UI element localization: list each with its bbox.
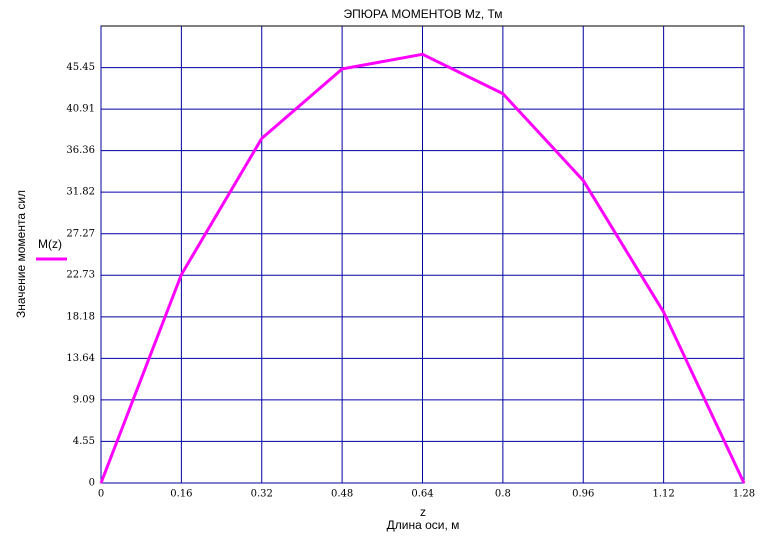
- x-tick-label: 0.64: [411, 489, 433, 500]
- y-tick-label: 9.09: [73, 394, 95, 405]
- y-tick-label: 36.36: [66, 145, 95, 156]
- x-tick-label: 1.28: [733, 489, 755, 500]
- y-tick-label: 4.55: [73, 436, 95, 447]
- x-tick-label: 0: [98, 489, 104, 500]
- y-tick-label: 27.27: [66, 228, 95, 239]
- y-tick-label: 13.64: [66, 353, 95, 364]
- x-axis-caption: Длина оси, м: [387, 518, 460, 532]
- x-tick-label: 0.96: [572, 489, 594, 500]
- x-tick-label: 0.48: [331, 489, 353, 500]
- y-tick-label: 0: [89, 478, 95, 489]
- y-axis-label: Значение момента сил: [14, 190, 28, 318]
- y-tick-label: 22.73: [66, 270, 95, 281]
- y-tick-label: 18.18: [66, 311, 95, 322]
- x-axis-label: z: [420, 505, 426, 519]
- y-tick-label: 45.45: [66, 62, 95, 73]
- legend-label: M(z): [38, 237, 62, 251]
- x-tick-label: 0.32: [251, 489, 273, 500]
- x-tick-label: 0.8: [495, 489, 511, 500]
- x-tick-label: 0.16: [170, 489, 192, 500]
- y-tick-label: 31.82: [66, 187, 95, 198]
- y-tick-label: 40.91: [66, 104, 95, 115]
- x-tick-label: 1.12: [652, 489, 674, 500]
- data-line: [99, 52, 746, 484]
- chart-title: ЭПЮРА МОМЕНТОВ Mz, Тм: [343, 7, 502, 21]
